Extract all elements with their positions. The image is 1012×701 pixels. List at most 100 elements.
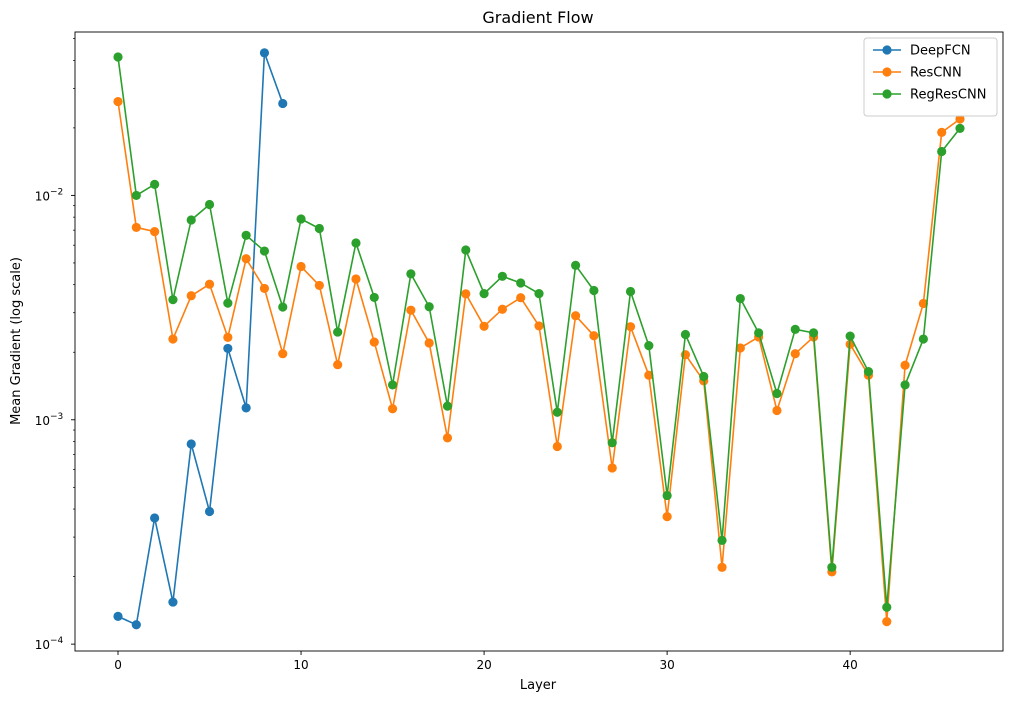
data-point [461,289,471,299]
data-point [735,343,745,353]
y-tick-exponent: −3 [50,412,63,422]
data-point [296,214,306,224]
data-point [625,286,636,297]
data-point [186,439,196,449]
data-point [168,295,178,305]
data-point [882,617,892,627]
data-point [680,329,691,340]
x-tick-label: 20 [476,658,491,672]
data-point [131,222,141,233]
legend-label: RegResCNN [910,88,986,103]
data-point [589,285,599,296]
data-point [278,349,288,359]
data-point [223,298,233,308]
data-point [387,404,398,414]
data-point [754,328,764,338]
data-point [333,327,343,337]
data-point [314,223,324,234]
data-point [442,401,453,411]
data-point [131,190,141,201]
data-point [204,199,215,210]
data-point [204,279,215,289]
y-tick-base: 10 [35,189,50,203]
data-point [534,321,544,331]
data-point [296,261,306,272]
chart-title: Gradient Flow [482,8,593,27]
legend: DeepFCN ResCNN RegResCNN [863,37,998,117]
data-point [790,324,800,334]
y-tick-exponent: −2 [50,187,63,197]
data-point [424,338,434,348]
data-point [150,513,160,523]
x-axis-label: Layer [520,678,557,693]
data-point [937,127,947,137]
data-point [790,349,800,359]
data-point [644,341,654,351]
data-point [387,380,398,390]
data-point [241,403,251,413]
data-point [772,405,782,416]
legend-label: ResCNN [910,66,962,81]
legend-label: DeepFCN [910,44,971,59]
series-line [117,52,284,626]
data-point [571,311,581,321]
data-point [168,597,178,607]
x-tick-label: 0 [114,658,122,672]
data-point [442,433,453,443]
data-point [900,360,910,370]
data-point [241,254,251,264]
data-point [845,331,855,341]
plot-frame [74,31,1004,652]
data-point [900,380,910,390]
data-point [113,52,123,62]
data-point [406,305,416,315]
data-point [204,506,215,517]
data-point [461,245,471,255]
data-point [351,274,361,284]
data-point [333,360,343,370]
data-point [168,334,178,344]
data-point [808,328,819,338]
data-point [259,246,270,256]
data-point [186,291,196,301]
y-tick-label: 10−4 [35,636,64,652]
data-point [351,238,361,248]
data-point [955,123,965,133]
data-point [955,114,965,124]
data-point [644,370,654,380]
y-tick-label: 10−3 [35,412,64,428]
data-point [918,334,928,344]
data-point [607,438,617,448]
data-point [479,321,489,331]
data-point [699,371,709,382]
data-point [589,331,599,341]
data-point [223,332,233,342]
y-tick-base: 10 [35,414,50,428]
data-point [241,230,251,240]
data-point [150,226,160,237]
data-point [259,283,270,294]
data-point [406,269,416,279]
series-deepfcn [113,48,288,630]
y-axis-label: Mean Gradient (log scale) [9,257,24,425]
data-point [552,441,562,452]
series-line [117,56,961,609]
data-point [552,407,562,417]
legend-marker [882,45,892,55]
data-point [497,304,507,314]
data-point [369,292,379,303]
x-tick-label: 10 [293,658,308,672]
data-point [882,602,892,612]
series-rescnn [113,96,965,627]
data-point [150,179,160,189]
data-point [772,388,782,399]
data-point [369,337,379,347]
data-point [186,215,196,225]
data-point [918,298,928,309]
data-point [571,260,581,270]
data-point [259,48,270,58]
data-point [479,289,489,299]
legend-box [863,37,998,117]
